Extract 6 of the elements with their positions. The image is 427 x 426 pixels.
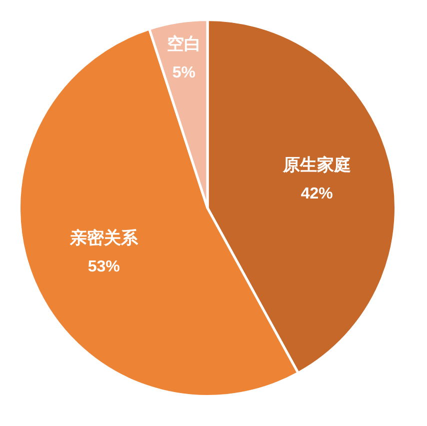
- slice-label: 亲密关系: [68, 228, 139, 248]
- slice-label: 原生家庭: [282, 155, 351, 176]
- slice-label: 空白: [166, 34, 201, 55]
- data-label: 53%: [88, 258, 120, 276]
- data-label: 5%: [172, 64, 196, 82]
- data-label: 42%: [300, 185, 333, 202]
